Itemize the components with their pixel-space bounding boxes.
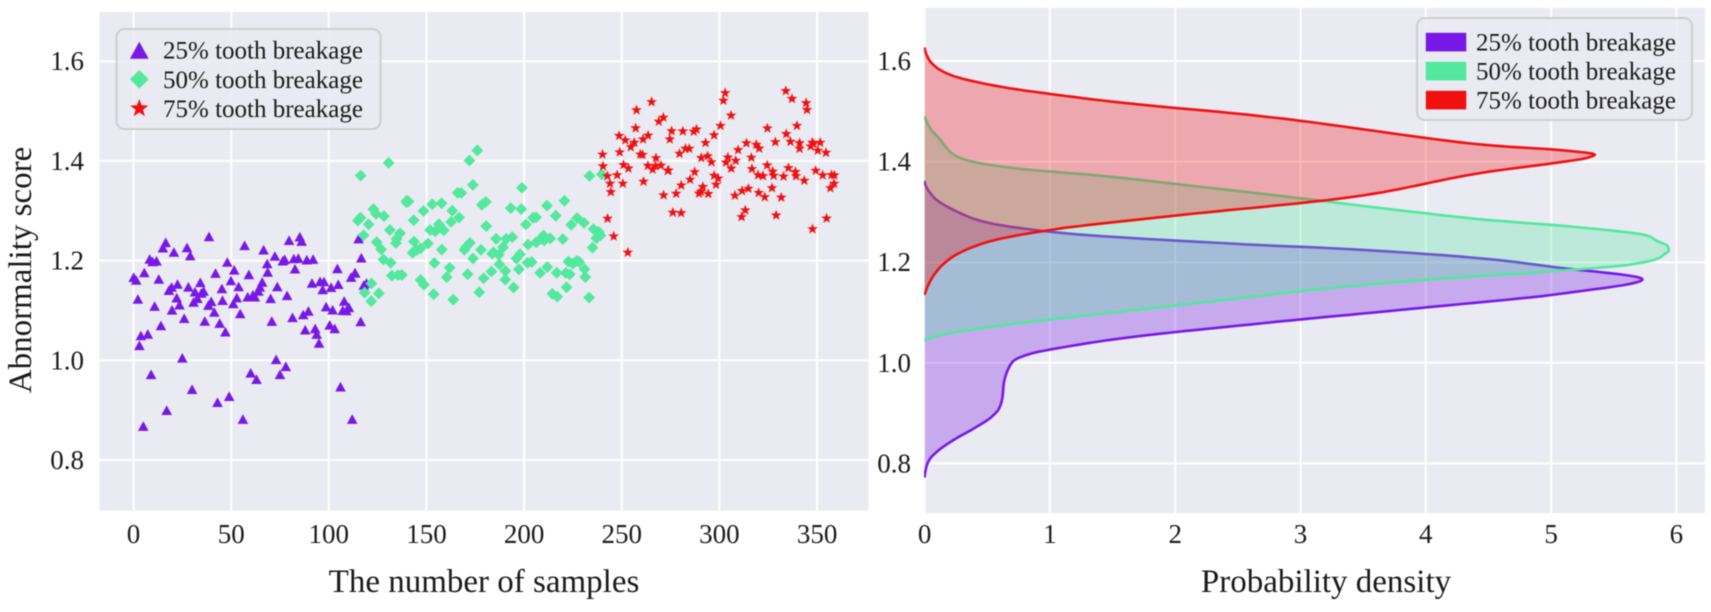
svg-text:0.8: 0.8	[50, 445, 84, 475]
svg-text:50% tooth breakage: 50% tooth breakage	[163, 67, 363, 94]
svg-text:75% tooth breakage: 75% tooth breakage	[163, 96, 363, 123]
svg-text:0.8: 0.8	[877, 448, 911, 478]
svg-text:1.0: 1.0	[50, 345, 84, 375]
svg-text:1.6: 1.6	[877, 46, 911, 76]
svg-text:5: 5	[1544, 519, 1558, 549]
svg-text:250: 250	[602, 519, 643, 549]
svg-text:2: 2	[1168, 519, 1182, 549]
svg-text:3: 3	[1294, 519, 1308, 549]
svg-text:1.4: 1.4	[877, 147, 911, 177]
svg-text:0: 0	[127, 519, 141, 549]
svg-text:1: 1	[1043, 519, 1057, 549]
svg-text:350: 350	[797, 519, 838, 549]
svg-text:1.2: 1.2	[877, 247, 911, 277]
svg-text:6: 6	[1670, 519, 1684, 549]
svg-text:50: 50	[218, 519, 245, 549]
svg-text:1.2: 1.2	[50, 246, 84, 276]
svg-text:50% tooth breakage: 50% tooth breakage	[1476, 59, 1676, 86]
svg-text:75% tooth breakage: 75% tooth breakage	[1476, 88, 1676, 115]
svg-text:4: 4	[1419, 519, 1433, 549]
svg-text:150: 150	[406, 519, 447, 549]
svg-text:Probability density: Probability density	[1201, 564, 1452, 600]
svg-text:0: 0	[918, 519, 932, 549]
svg-text:Abnormality score: Abnormality score	[3, 147, 39, 394]
svg-text:100: 100	[309, 519, 350, 549]
svg-text:The number of samples: The number of samples	[329, 564, 640, 600]
svg-text:200: 200	[504, 519, 545, 549]
svg-text:1.0: 1.0	[877, 348, 911, 378]
svg-text:1.4: 1.4	[50, 146, 84, 176]
svg-text:25% tooth breakage: 25% tooth breakage	[1476, 30, 1676, 57]
svg-text:25% tooth breakage: 25% tooth breakage	[163, 38, 363, 65]
svg-text:300: 300	[699, 519, 740, 549]
svg-text:1.6: 1.6	[50, 46, 84, 76]
